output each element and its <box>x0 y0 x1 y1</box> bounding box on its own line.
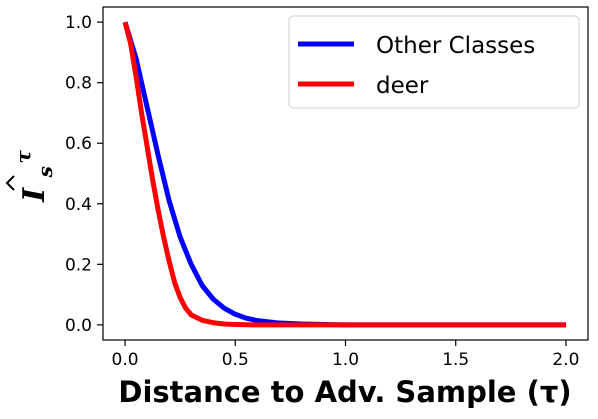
y-tick-label: 1.0 <box>65 13 92 33</box>
legend: Other Classes deer <box>288 15 580 109</box>
legend-label-other-classes: Other Classes <box>376 33 535 59</box>
x-tick-label: 0.5 <box>222 350 249 370</box>
x-tick-label: 2.0 <box>552 350 579 370</box>
legend-box <box>288 15 580 109</box>
y-axis-label-sup: τ <box>11 150 35 164</box>
series-layer <box>122 21 566 328</box>
y-tick-label: 0.8 <box>65 74 92 94</box>
y-axis: 0.0 0.2 0.4 0.6 0.8 1.0 <box>65 13 103 336</box>
x-tick-label: 0.0 <box>112 350 139 370</box>
x-axis-label: Distance to Adv. Sample (τ) <box>118 375 571 409</box>
y-axis-label-sub: s <box>33 166 57 178</box>
y-tick-label: 0.6 <box>65 134 92 154</box>
x-tick-label: 1.0 <box>332 350 359 370</box>
y-tick-label: 0.2 <box>65 255 92 275</box>
series-line-deer <box>122 21 566 328</box>
legend-label-deer: deer <box>376 73 429 99</box>
y-tick-label: 0.4 <box>65 195 92 215</box>
y-axis-label-hat <box>5 175 15 191</box>
svg-text:I s τ: I s τ <box>11 150 60 203</box>
y-axis-label-base: I <box>17 187 52 203</box>
x-axis: 0.0 0.5 1.0 1.5 2.0 <box>112 340 579 370</box>
y-axis-label: I s τ <box>5 150 60 203</box>
y-tick-label: 0.0 <box>65 316 92 336</box>
x-tick-label: 1.5 <box>442 350 469 370</box>
